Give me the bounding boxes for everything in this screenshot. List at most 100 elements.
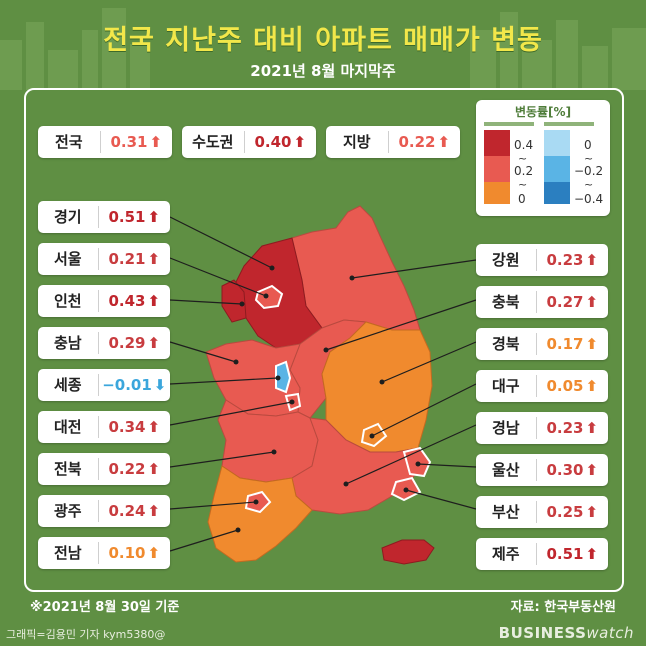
region-value: 0.34 ⬆ xyxy=(99,418,170,436)
region-value: 0.23 ⬆ xyxy=(537,251,608,269)
arrow-up-icon: ⬆ xyxy=(147,208,161,226)
summary-value: 0.40 ⬆ xyxy=(245,133,316,151)
arrow-up-icon: ⬆ xyxy=(147,250,161,268)
region-name: 울산 xyxy=(476,459,537,481)
arrow-up-icon: ⬆ xyxy=(147,292,161,310)
city-skyline-decoration xyxy=(0,8,646,90)
region-label-regions_left-5: 대전 0.34 ⬆ xyxy=(38,411,170,443)
region-value-text: 0.21 xyxy=(108,250,146,268)
region-name: 제주 xyxy=(476,543,537,565)
region-jeju xyxy=(381,539,435,565)
region-value: 0.05 ⬆ xyxy=(537,377,608,395)
region-name: 대전 xyxy=(38,416,99,438)
region-value-text: 0.27 xyxy=(546,293,584,311)
region-gangwon xyxy=(291,205,421,331)
region-name: 경남 xyxy=(476,417,537,439)
brand-logo: BUSINESSwatch xyxy=(499,624,634,642)
region-label-regions_right-4: 경남 0.23 ⬆ xyxy=(476,412,608,444)
region-name: 세종 xyxy=(38,374,99,396)
region-value-text: 0.51 xyxy=(108,208,146,226)
region-label-regions_right-6: 부산 0.25 ⬆ xyxy=(476,496,608,528)
region-name: 충북 xyxy=(476,291,537,313)
leader-lines xyxy=(169,216,477,552)
summary-value: 0.31 ⬆ xyxy=(101,133,172,151)
region-value-text: 0.29 xyxy=(108,334,146,352)
region-jeonnam xyxy=(207,465,313,563)
region-label-regions_left-0: 경기 0.51 ⬆ xyxy=(38,201,170,233)
region-value-text: 0.24 xyxy=(108,502,146,520)
legend-down-label-1: ~ xyxy=(584,152,594,165)
region-label-regions_right-7: 제주 0.51 ⬆ xyxy=(476,538,608,570)
summary-national: 전국 0.31 ⬆ xyxy=(38,126,172,158)
region-value: 0.23 ⬆ xyxy=(537,419,608,437)
region-name: 서울 xyxy=(38,248,99,270)
arrow-up-icon: ⬆ xyxy=(585,335,599,353)
legend-up-label-3: ~ xyxy=(518,178,528,191)
region-value: 0.10 ⬆ xyxy=(99,544,170,562)
region-label-regions_right-2: 경북 0.17 ⬆ xyxy=(476,328,608,360)
region-value-text: 0.23 xyxy=(546,251,584,269)
region-value: 0.25 ⬆ xyxy=(537,503,608,521)
legend: 변동률[%] 0.4 ~ 0.2 ~ 0 0 ~ −0.2 ~ −0.4 xyxy=(476,100,610,216)
region-name: 경기 xyxy=(38,206,99,228)
arrow-up-icon: ⬆ xyxy=(585,461,599,479)
arrow-up-icon: ⬆ xyxy=(147,418,161,436)
region-value: 0.51 ⬆ xyxy=(99,208,170,226)
region-value: −0.01 ⬇ xyxy=(99,376,170,394)
legend-down-label-4: −0.4 xyxy=(574,192,604,206)
legend-up-label-1: ~ xyxy=(518,152,528,165)
region-value: 0.27 ⬆ xyxy=(537,293,608,311)
arrow-up-icon: ⬆ xyxy=(585,251,599,269)
region-value-text: 0.10 xyxy=(108,544,146,562)
legend-swatches xyxy=(484,122,594,204)
summary-name: 전국 xyxy=(38,131,101,153)
arrow-up-icon: ⬆ xyxy=(147,460,161,478)
region-name: 인천 xyxy=(38,290,99,312)
arrow-up-icon: ⬆ xyxy=(147,334,161,352)
region-label-regions_right-0: 강원 0.23 ⬆ xyxy=(476,244,608,276)
summary-capital: 수도권 0.40 ⬆ xyxy=(182,126,316,158)
arrow-up-icon: ⬆ xyxy=(293,133,307,151)
region-label-regions_left-3: 충남 0.29 ⬆ xyxy=(38,327,170,359)
region-label-regions_left-4: 세종 −0.01 ⬇ xyxy=(38,369,170,401)
arrow-up-icon: ⬆ xyxy=(149,133,163,151)
region-name: 강원 xyxy=(476,249,537,271)
region-value: 0.30 ⬆ xyxy=(537,461,608,479)
summary-name: 지방 xyxy=(326,131,389,153)
legend-title: 변동률[%] xyxy=(514,105,572,119)
region-label-regions_left-1: 서울 0.21 ⬆ xyxy=(38,243,170,275)
region-value-text: 0.23 xyxy=(546,419,584,437)
region-name: 경북 xyxy=(476,333,537,355)
region-label-regions_left-6: 전북 0.22 ⬆ xyxy=(38,453,170,485)
region-value-text: 0.05 xyxy=(546,377,584,395)
summary-value-text: 0.22 xyxy=(398,133,436,151)
region-value: 0.17 ⬆ xyxy=(537,335,608,353)
footer-note: ※2021년 8월 30일 기준 xyxy=(30,600,180,615)
legend-up-label-0: 0.4 xyxy=(514,138,534,152)
arrow-up-icon: ⬆ xyxy=(585,293,599,311)
legend-down-label-2: −0.2 xyxy=(574,164,604,178)
region-label-regions_right-1: 충북 0.27 ⬆ xyxy=(476,286,608,318)
arrow-up-icon: ⬆ xyxy=(147,544,161,562)
region-seoul xyxy=(254,284,284,310)
region-value-text: 0.43 xyxy=(108,292,146,310)
region-value-text: 0.17 xyxy=(546,335,584,353)
region-label-regions_left-8: 전남 0.10 ⬆ xyxy=(38,537,170,569)
region-name: 전북 xyxy=(38,458,99,480)
legend-up-label-4: 0 xyxy=(518,192,526,206)
arrow-up-icon: ⬆ xyxy=(585,545,599,563)
region-label-regions_left-2: 인천 0.43 ⬆ xyxy=(38,285,170,317)
region-name: 전남 xyxy=(38,542,99,564)
region-gyeongnam xyxy=(291,417,421,515)
region-value-text: 0.30 xyxy=(546,461,584,479)
leader-dots xyxy=(233,265,421,533)
region-value-text: 0.25 xyxy=(546,503,584,521)
footer-source: 자료: 한국부동산원 xyxy=(510,600,616,615)
brand-light: watch xyxy=(586,624,634,642)
region-value: 0.24 ⬆ xyxy=(99,502,170,520)
region-name: 광주 xyxy=(38,500,99,522)
credit: 그래픽=김용민 기자 kym5380@ xyxy=(6,628,166,641)
region-value-text: −0.01 xyxy=(102,376,152,394)
brand-bold: BUSINESS xyxy=(498,624,587,642)
